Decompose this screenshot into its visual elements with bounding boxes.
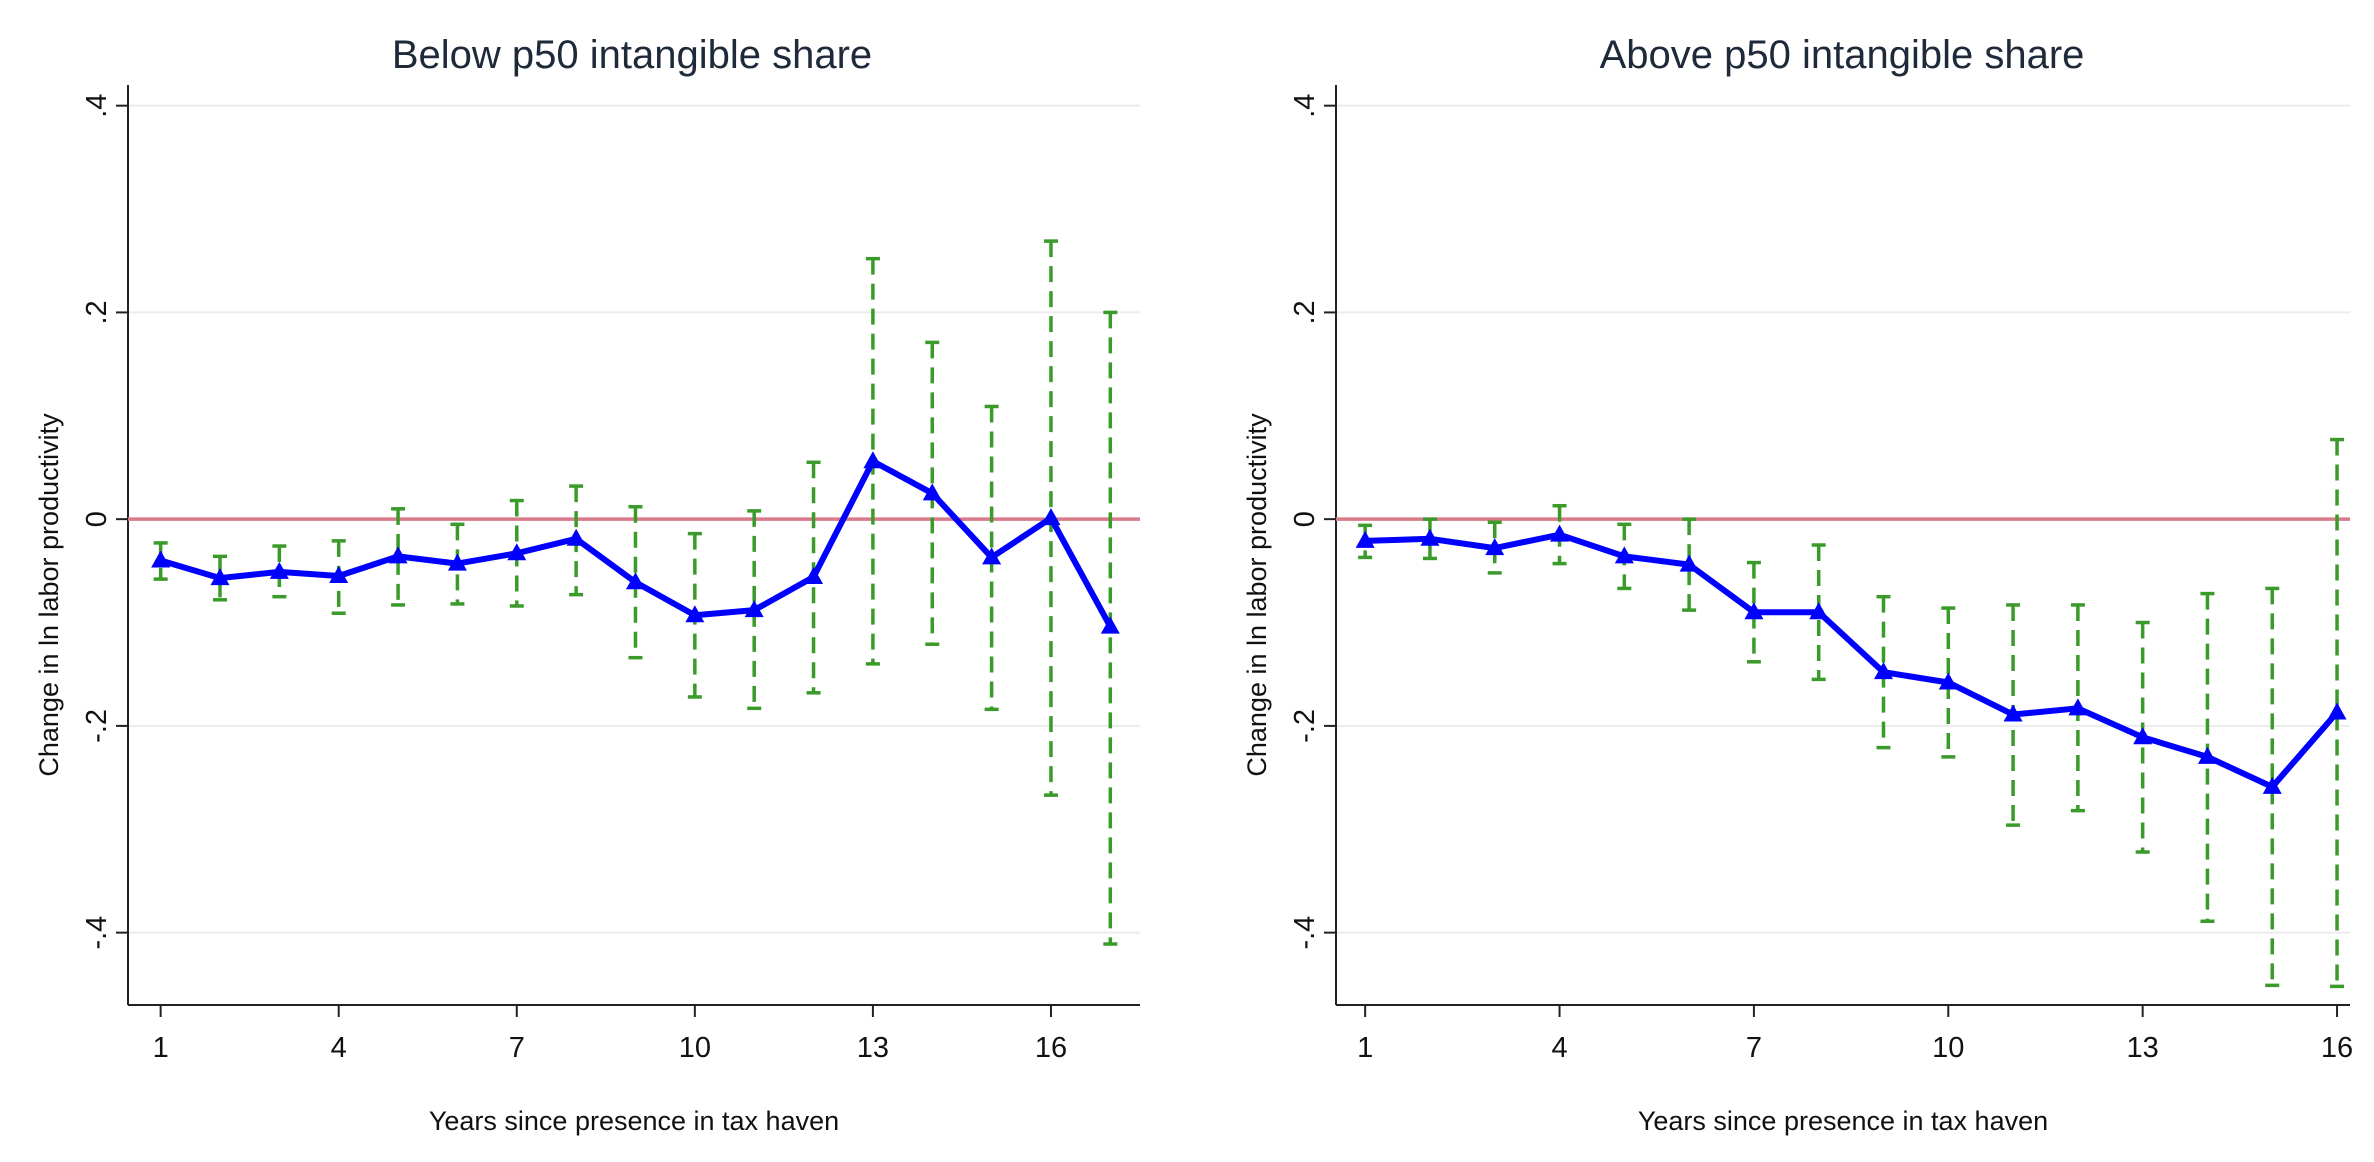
y-tick-label: 0 [1289, 511, 1321, 527]
data-point [1679, 554, 1699, 572]
series-line [1365, 531, 2340, 790]
data-point [566, 528, 586, 546]
x-axis-label: Years since presence in tax haven [429, 1106, 839, 1136]
x-axis-label: Years since presence in tax haven [1638, 1106, 2048, 1136]
x-tick-label: 13 [2127, 1032, 2159, 1064]
data-point [1550, 524, 1570, 542]
data-point [744, 600, 764, 618]
x-tick-label: 10 [1932, 1032, 1964, 1064]
confidence-interval [391, 507, 406, 607]
confidence-interval [1811, 543, 1826, 682]
x-tick-label: 4 [331, 1032, 347, 1064]
y-tick-label: -.2 [81, 709, 113, 743]
data-point [388, 546, 408, 564]
data-point [151, 550, 171, 568]
data-point [2068, 698, 2088, 716]
x-tick-label: 7 [509, 1032, 525, 1064]
confidence-interval [1682, 517, 1697, 612]
y-tick-label: .2 [81, 300, 113, 324]
chart-title: Below p50 intangible share [392, 33, 872, 77]
confidence-interval [213, 554, 227, 602]
confidence-interval [1358, 523, 1373, 560]
data-point [2133, 727, 2153, 745]
data-point [1420, 528, 1440, 546]
y-axis-label: Change in ln labor productivity [1242, 413, 1272, 777]
data-point [1100, 616, 1120, 634]
confidence-interval [1422, 517, 1437, 561]
y-tick-label: .4 [1289, 94, 1321, 118]
confidence-interval [153, 541, 168, 581]
data-point [1485, 538, 1505, 556]
y-tick-label: .2 [1289, 300, 1321, 324]
data-point [685, 605, 705, 623]
y-axis-label: Change in ln labor productivity [34, 413, 64, 777]
data-point [922, 483, 942, 501]
x-tick-label: 13 [857, 1032, 889, 1064]
y-tick-label: .4 [81, 94, 113, 118]
data-point [2262, 776, 2282, 794]
x-tick-label: 4 [1551, 1032, 1567, 1064]
x-tick-label: 7 [1746, 1032, 1762, 1064]
data-point [507, 543, 527, 561]
chart-panel-1: -.4 -.2 0 .2 .4 1 4 7 10 13 16 Below p50 intangible… [34, 33, 1140, 1136]
x-tick-label: 10 [679, 1032, 711, 1064]
data-point [210, 568, 230, 586]
x-tick-label: 1 [153, 1032, 169, 1064]
x-tick-label: 1 [1357, 1032, 1373, 1064]
data-point [2327, 702, 2347, 720]
data-point [1809, 602, 1829, 620]
data-point [269, 561, 289, 579]
data-point [1614, 546, 1634, 564]
data-point [1041, 508, 1061, 526]
confidence-interval [2265, 586, 2280, 988]
confidence-interval [1941, 606, 1956, 759]
data-point [447, 553, 467, 571]
y-tick-label: -.2 [1289, 709, 1321, 743]
data-point [2197, 746, 2217, 764]
y-tick-label: -.4 [81, 916, 113, 950]
x-tick-label: 16 [1035, 1032, 1067, 1064]
y-tick-label: -.4 [1289, 916, 1321, 950]
data-point [1873, 662, 1893, 680]
data-point [863, 451, 883, 469]
data-point [1355, 530, 1375, 548]
x-tick-label: 16 [2321, 1032, 2353, 1064]
chart-title: Above p50 intangible share [1600, 33, 2085, 77]
data-point [804, 567, 824, 585]
confidence-interval [747, 509, 762, 711]
data-point [1744, 602, 1764, 620]
data-point [1938, 672, 1958, 690]
data-point [982, 547, 1002, 565]
data-point [329, 566, 349, 584]
chart-panel-2: -.4 -.2 0 .2 .4 1 4 7 10 13 16 Above p50 intangible… [1242, 33, 2353, 1136]
data-point [2003, 704, 2023, 722]
data-point [625, 572, 645, 590]
confidence-interval [2330, 437, 2345, 989]
y-tick-label: 0 [81, 511, 113, 527]
confidence-interval [1746, 560, 1761, 664]
